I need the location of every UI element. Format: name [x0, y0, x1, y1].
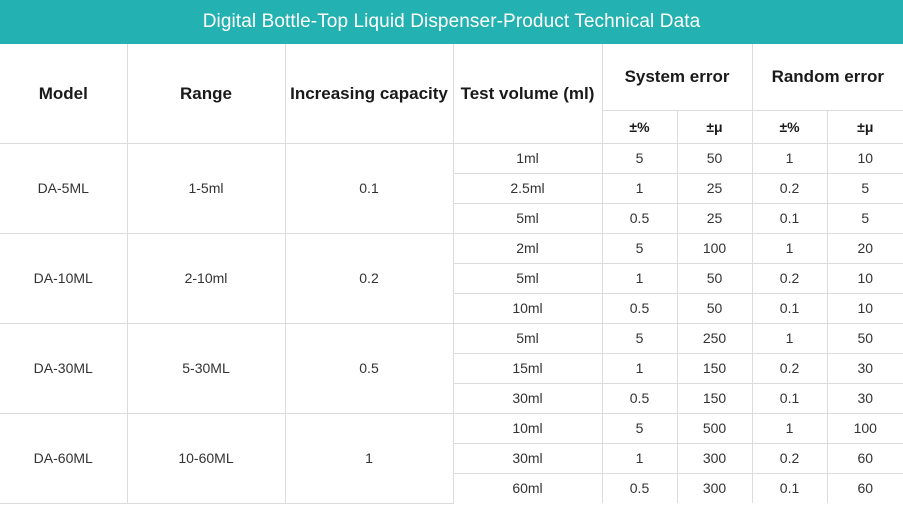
- header-range: Range: [126, 44, 286, 144]
- random-error-mu-cell: 60: [826, 442, 903, 474]
- model-cell: DA-5ML: [0, 142, 128, 234]
- model-cell: DA-30ML: [0, 322, 128, 414]
- header-test-volume: Test volume (ml): [452, 44, 603, 144]
- system-error-mu-cell: 150: [676, 352, 753, 384]
- random-error-mu-cell: 10: [826, 292, 903, 324]
- table-row: 30ml 1 300 0.2 60: [0, 442, 903, 474]
- random-error-percent-cell: 0.2: [751, 442, 828, 474]
- range-cell: 5-30ML: [126, 322, 286, 414]
- increment-cell: 0.1: [284, 142, 454, 234]
- header-system-error-mu: ±μ: [676, 109, 753, 144]
- table-row: 5ml 0.5 25 0.1 5: [0, 202, 903, 234]
- random-error-mu-cell: 50: [826, 322, 903, 354]
- system-error-percent-cell: 1: [601, 262, 678, 294]
- system-error-percent-cell: 1: [601, 442, 678, 474]
- random-error-percent-cell: 1: [751, 322, 828, 354]
- system-error-mu-cell: 500: [676, 412, 753, 444]
- random-error-mu-cell: 60: [826, 472, 903, 503]
- header-system-error: System error: [601, 44, 753, 111]
- random-error-mu-cell: 30: [826, 352, 903, 384]
- random-error-percent-cell: 1: [751, 232, 828, 264]
- header-increasing-capacity: Increasing capacity: [284, 44, 454, 144]
- random-error-percent-cell: 0.2: [751, 172, 828, 204]
- increment-cell: 1: [284, 412, 454, 504]
- header-random-error-percent: ±%: [751, 109, 828, 144]
- increment-cell: 0.2: [284, 232, 454, 324]
- model-cell: DA-60ML: [0, 412, 128, 504]
- range-cell: 2-10ml: [126, 232, 286, 324]
- header-random-error: Random error: [751, 44, 903, 111]
- test-volume-cell: 2ml: [452, 232, 603, 264]
- header-system-error-percent: ±%: [602, 109, 678, 144]
- random-error-mu-cell: 20: [826, 232, 903, 264]
- random-error-mu-cell: 10: [826, 142, 903, 174]
- table-body: DA-5ML 1-5ml 0.1 1ml 5 50 1 10 2.5ml 1 2…: [0, 142, 903, 504]
- model-cell: DA-10ML: [0, 232, 128, 324]
- system-error-percent-cell: 1: [601, 352, 678, 384]
- header-model: Model: [0, 44, 128, 144]
- range-cell: 1-5ml: [126, 142, 286, 234]
- table-row: DA-60ML 10-60ML 1 10ml 5 500 1 100: [0, 412, 903, 504]
- system-error-mu-cell: 300: [676, 472, 753, 503]
- system-error-mu-cell: 50: [676, 262, 753, 294]
- test-volume-cell: 2.5ml: [453, 172, 603, 204]
- system-error-mu-cell: 50: [676, 142, 753, 174]
- random-error-mu-cell: 30: [826, 382, 903, 414]
- random-error-percent-cell: 0.1: [751, 292, 828, 324]
- random-error-mu-cell: 100: [826, 412, 903, 444]
- system-error-percent-cell: 0.5: [601, 292, 678, 324]
- random-error-percent-cell: 0.1: [751, 202, 828, 234]
- table-row: DA-5ML 1-5ml 0.1 1ml 5 50 1 10: [0, 142, 903, 234]
- table-row: DA-30ML 5-30ML 0.5 5ml 5 250 1 50: [0, 322, 903, 414]
- increment-cell: 0.5: [284, 322, 454, 414]
- test-volume-cell: 1ml: [452, 142, 603, 174]
- system-error-percent-cell: 0.5: [601, 202, 678, 234]
- random-error-percent-cell: 0.2: [751, 352, 828, 384]
- test-volume-cell: 5ml: [452, 322, 603, 354]
- test-volume-cell: 5ml: [453, 202, 603, 234]
- test-volume-cell: 5ml: [453, 262, 603, 294]
- system-error-mu-cell: 150: [676, 382, 753, 414]
- range-cell: 10-60ML: [126, 412, 286, 504]
- random-error-mu-cell: 10: [826, 262, 903, 294]
- system-error-percent-cell: 5: [601, 232, 678, 264]
- test-volume-cell: 10ml: [453, 292, 603, 324]
- header-random-error-mu: ±μ: [826, 109, 903, 144]
- system-error-mu-cell: 300: [676, 442, 753, 474]
- system-error-mu-cell: 25: [676, 202, 753, 234]
- system-error-percent-cell: 5: [601, 322, 678, 354]
- table-row: 60ml 0.5 300 0.1 60: [0, 472, 903, 503]
- system-error-percent-cell: 0.5: [601, 382, 678, 414]
- random-error-percent-cell: 1: [751, 142, 828, 174]
- random-error-percent-cell: 1: [751, 412, 828, 444]
- test-volume-cell: 30ml: [453, 382, 603, 414]
- system-error-percent-cell: 1: [601, 172, 678, 204]
- system-error-mu-cell: 100: [676, 232, 753, 264]
- table-title: Digital Bottle-Top Liquid Dispenser-Prod…: [0, 0, 903, 44]
- technical-data-table: Model Range Increasing capacity Test vol…: [0, 44, 903, 504]
- random-error-percent-cell: 0.2: [751, 262, 828, 294]
- random-error-percent-cell: 0.1: [751, 472, 828, 503]
- table-row: DA-10ML 2-10ml 0.2 2ml 5 100 1 20: [0, 232, 903, 324]
- system-error-mu-cell: 50: [676, 292, 753, 324]
- system-error-mu-cell: 250: [676, 322, 753, 354]
- test-volume-cell: 60ml: [453, 472, 603, 503]
- random-error-percent-cell: 0.1: [751, 382, 828, 414]
- system-error-percent-cell: 0.5: [601, 472, 678, 503]
- test-volume-cell: 30ml: [453, 442, 603, 474]
- system-error-mu-cell: 25: [676, 172, 753, 204]
- random-error-mu-cell: 5: [826, 172, 903, 204]
- table-row: 5ml 1 50 0.2 10: [0, 262, 903, 294]
- random-error-mu-cell: 5: [826, 202, 903, 234]
- system-error-percent-cell: 5: [601, 142, 678, 174]
- system-error-percent-cell: 5: [601, 412, 678, 444]
- test-volume-cell: 10ml: [452, 412, 603, 444]
- test-volume-cell: 15ml: [453, 352, 603, 384]
